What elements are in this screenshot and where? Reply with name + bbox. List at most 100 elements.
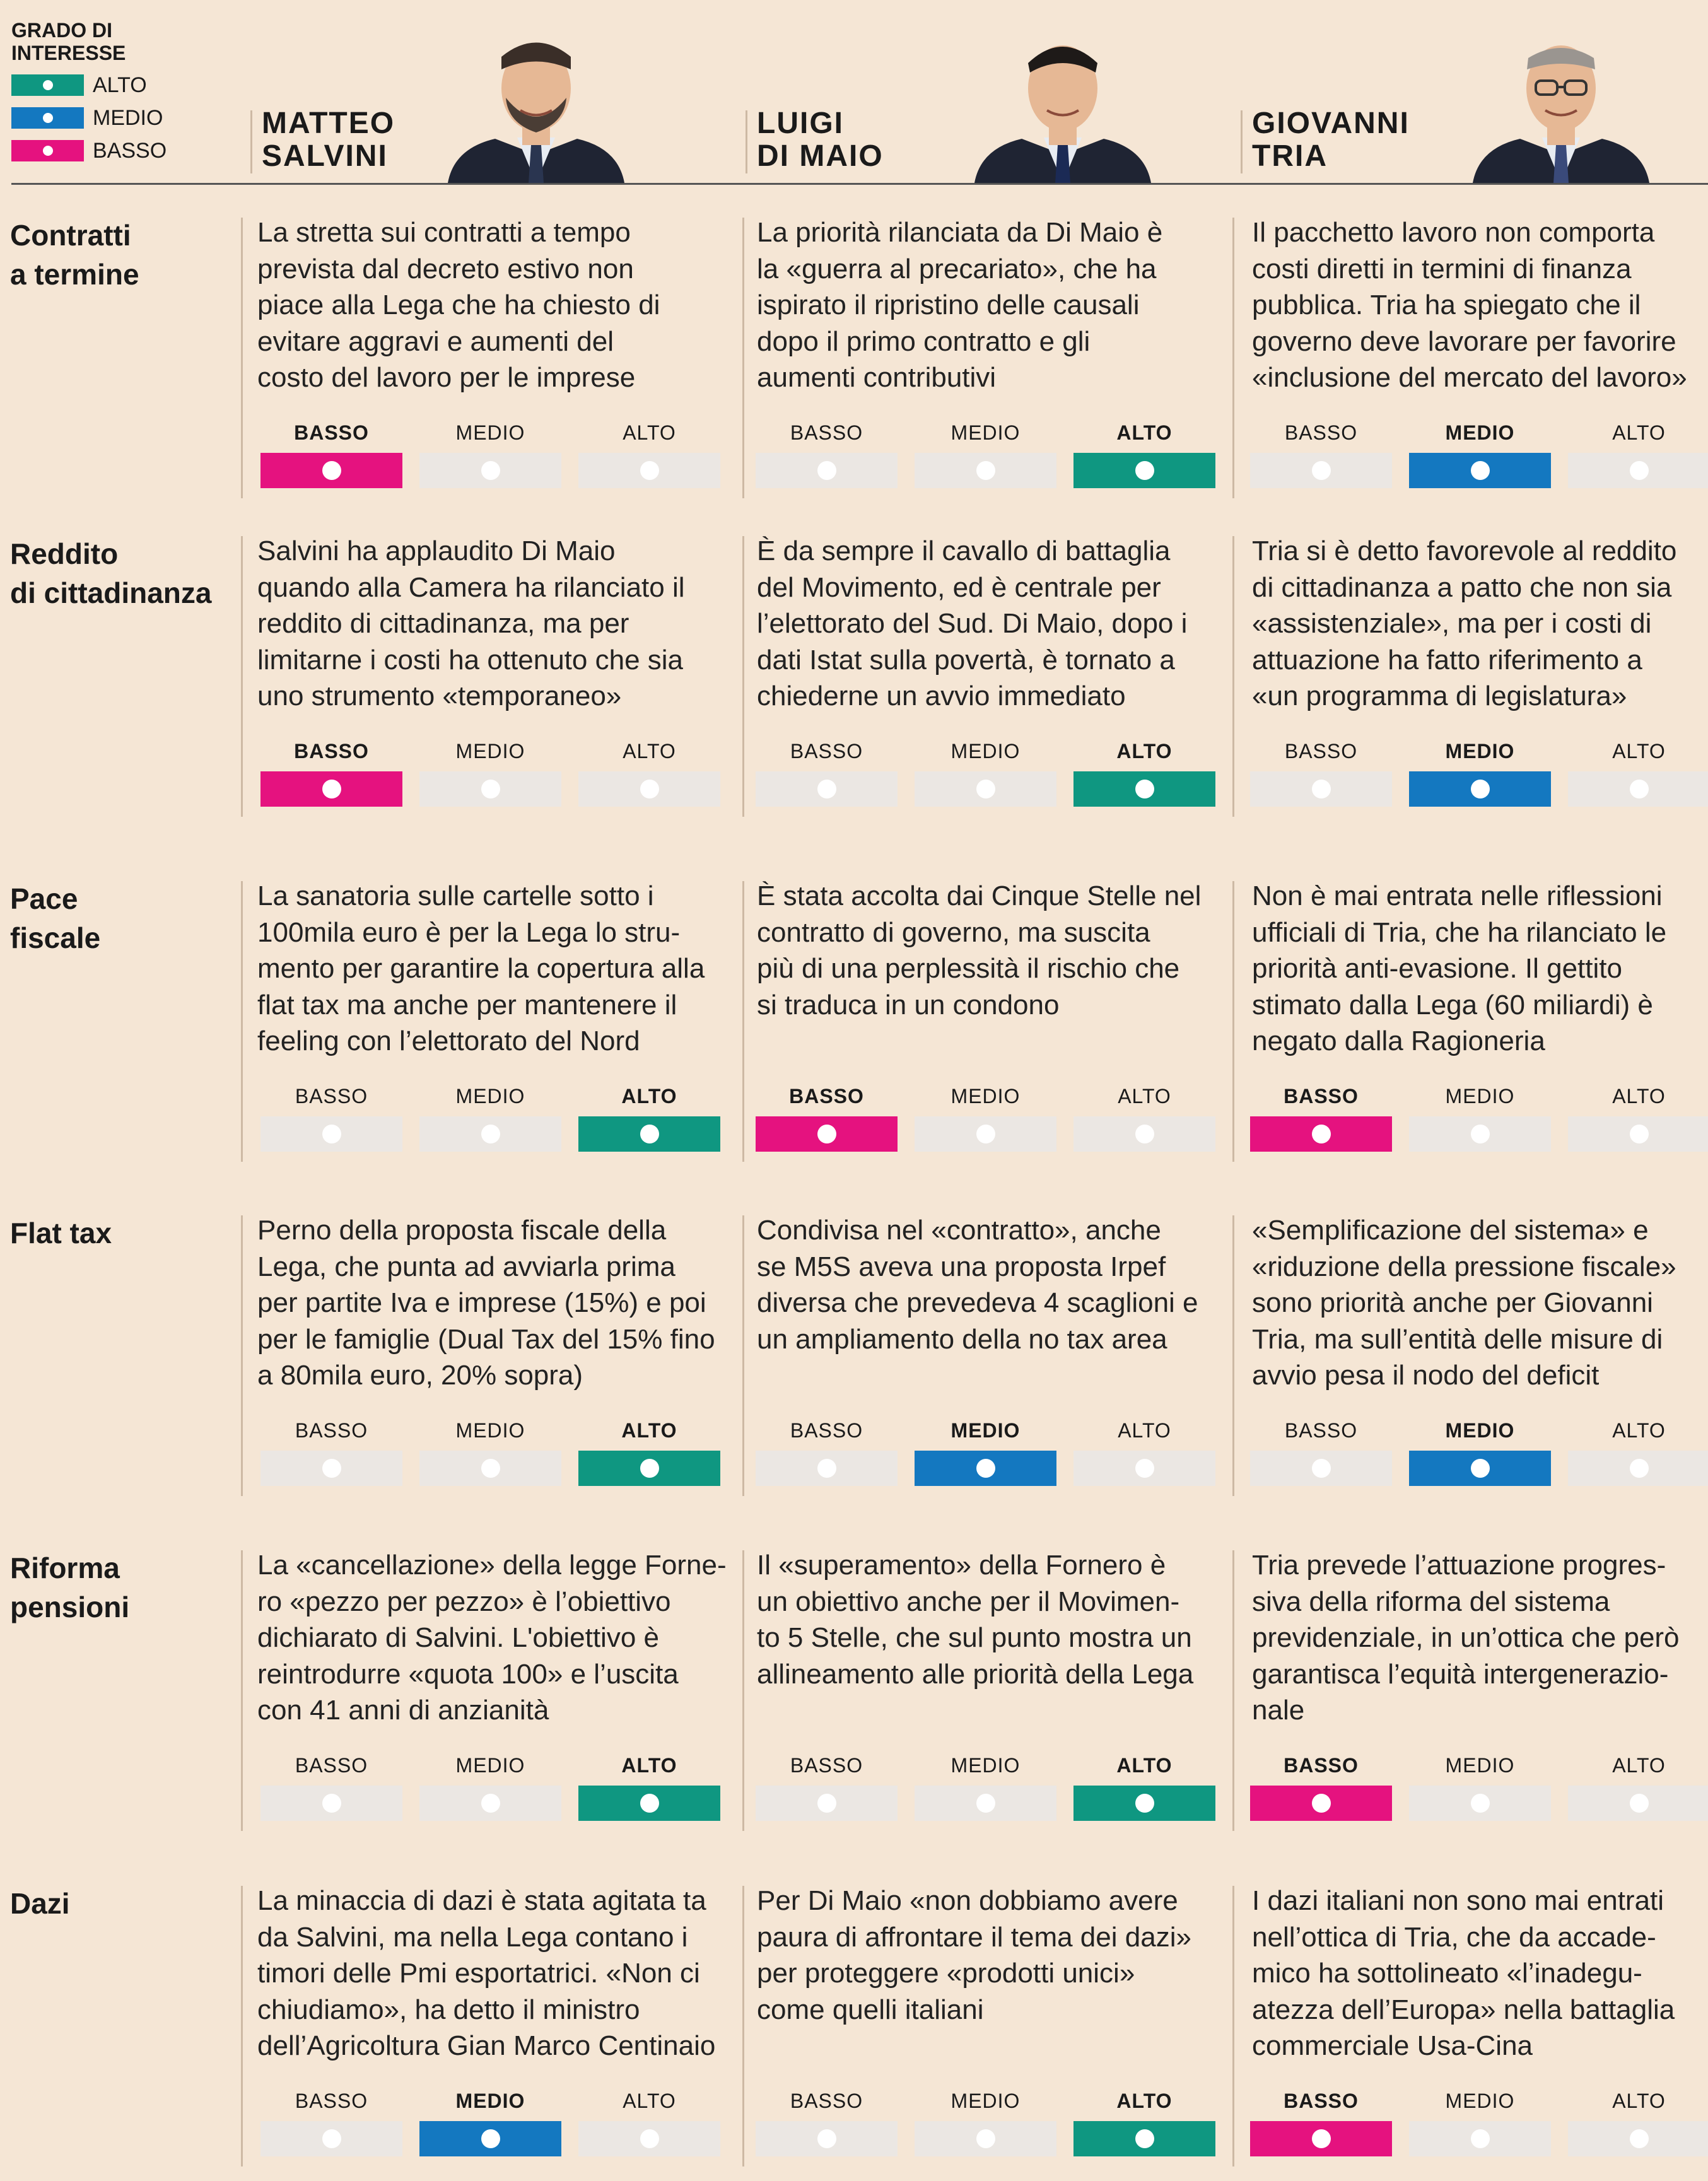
level-label-alto: ALTO bbox=[623, 421, 676, 444]
text-line: dichiarato di Salvini. L'obiettivo è bbox=[257, 1622, 659, 1653]
text-line: si traduca in un condono bbox=[757, 989, 1060, 1020]
text-line: ufficiali di Tria, che ha rilanciato le bbox=[1252, 916, 1667, 948]
text-line: nell’ottica di Tria, che da accade- bbox=[1252, 1921, 1656, 1953]
column-separator bbox=[742, 536, 744, 817]
column-separator bbox=[1232, 1215, 1234, 1496]
level-label-basso: BASSO bbox=[790, 2090, 863, 2112]
text-line: un ampliamento della no tax area bbox=[757, 1323, 1167, 1355]
salvini-portrait-icon bbox=[435, 19, 637, 2181]
level-bar-basso-active bbox=[756, 1116, 898, 1152]
level-label-alto: ALTO bbox=[1612, 1419, 1666, 1442]
level-bar-alto bbox=[1568, 771, 1708, 807]
dot-icon bbox=[42, 80, 53, 90]
dot-icon bbox=[322, 1794, 341, 1813]
level-label-alto: ALTO bbox=[1612, 740, 1666, 763]
topic-title: Reddito di cittadinanza bbox=[10, 537, 212, 609]
level-bar-medio bbox=[419, 1116, 561, 1152]
text-line: con 41 anni di anzianità bbox=[257, 1695, 549, 1726]
column-separator bbox=[241, 1550, 243, 1831]
text-line: attuazione ha fatto riferimento a bbox=[1252, 644, 1642, 675]
level-bar-basso bbox=[1250, 771, 1392, 807]
text-line: commerciale Usa-Cina bbox=[1252, 2030, 1533, 2061]
text-line: atezza dell’Europa» nella battaglia bbox=[1252, 1994, 1675, 2025]
level-bar-basso bbox=[756, 2121, 898, 2156]
person-header-0: MATTEO SALVINI bbox=[250, 0, 703, 183]
level-label-basso: BASSO bbox=[1284, 1419, 1358, 1442]
level-label-medio: MEDIO bbox=[1445, 740, 1515, 763]
text-line: I dazi italiani non sono mai entrati bbox=[1252, 1885, 1664, 1916]
text-line: dati Istat sulla povertà, è tornato a bbox=[757, 644, 1175, 675]
text-line: «inclusione del mercato del lavoro» bbox=[1252, 362, 1687, 393]
level-bar-basso bbox=[756, 453, 898, 488]
text-line: La minaccia di dazi è stata agitata ta bbox=[257, 1885, 706, 1916]
level-bar-medio bbox=[915, 2121, 1056, 2156]
text-line: nale bbox=[1252, 1695, 1305, 1726]
level-label-alto: ALTO bbox=[621, 1419, 677, 1442]
column-separator bbox=[742, 881, 744, 1162]
header-rule bbox=[11, 183, 1708, 185]
dot-icon bbox=[817, 1125, 836, 1143]
text-line: La priorità rilanciata da Di Maio è bbox=[757, 217, 1163, 248]
level-label-basso: BASSO bbox=[294, 421, 369, 444]
text-line: «un programma di legislatura» bbox=[1252, 681, 1627, 711]
topic-title: Contratti a termine bbox=[10, 219, 139, 291]
topic-title: Pace fiscale bbox=[10, 882, 101, 954]
dot-icon bbox=[976, 461, 995, 480]
level-bar-alto bbox=[578, 771, 720, 807]
level-label-basso: BASSO bbox=[790, 421, 863, 444]
level-label-basso: BASSO bbox=[790, 740, 863, 763]
dot-icon bbox=[1135, 1794, 1154, 1813]
header-divider bbox=[746, 110, 747, 173]
level-label-medio: MEDIO bbox=[1445, 1085, 1515, 1108]
di-maio-portrait-icon bbox=[962, 19, 1164, 2181]
dot-icon bbox=[640, 1459, 659, 1478]
legend-label: BASSO bbox=[93, 138, 167, 163]
dot-icon bbox=[1629, 1125, 1649, 1143]
text-line: ro «pezzo per pezzo» è l’obiettivo bbox=[257, 1586, 671, 1617]
text-line: aumenti contributivi bbox=[757, 362, 997, 393]
level-bar-basso bbox=[756, 1451, 898, 1486]
text-line: garantisca l’equità intergenerazio- bbox=[1252, 1658, 1669, 1690]
text-line: evitare aggravi e aumenti del bbox=[257, 325, 614, 357]
level-bar-basso-active bbox=[260, 771, 402, 807]
dot-icon bbox=[1311, 1125, 1331, 1143]
level-bar-alto bbox=[578, 2121, 720, 2156]
level-label-alto: ALTO bbox=[1116, 1754, 1173, 1777]
text-line: diversa che prevedeva 4 scaglioni e bbox=[757, 1287, 1198, 1318]
dot-icon bbox=[322, 461, 341, 480]
text-line: Salvini ha applaudito Di Maio bbox=[257, 535, 616, 566]
legend-item-basso: BASSO bbox=[11, 139, 201, 163]
level-bar-basso bbox=[260, 1451, 402, 1486]
legend-item-medio: MEDIO bbox=[11, 106, 201, 130]
entry-text: Condivisa nel «contratto», anche se M5S a… bbox=[757, 1212, 1224, 1357]
text-line: del Movimento, ed è centrale per bbox=[757, 571, 1161, 603]
level-bar-basso-active bbox=[1250, 2121, 1392, 2156]
dot-icon bbox=[976, 2129, 995, 2148]
dot-icon bbox=[1135, 2129, 1154, 2148]
column-separator bbox=[241, 218, 243, 498]
text-line: flat tax ma anche per mantenere il bbox=[257, 989, 677, 1020]
text-line: dopo il primo contratto e gli bbox=[757, 325, 1091, 357]
dot-icon bbox=[1311, 1794, 1331, 1813]
dot-icon bbox=[481, 461, 500, 480]
text-line: 100mila euro è per la Lega lo stru- bbox=[257, 916, 681, 948]
entry-text: La «cancellazione» della legge Forne-ro … bbox=[257, 1547, 727, 1729]
text-line: Tria prevede l’attuazione progres- bbox=[1252, 1550, 1666, 1581]
text-line: Tria, ma sull’entità delle misure di bbox=[1252, 1323, 1663, 1355]
dot-icon bbox=[1629, 2129, 1649, 2148]
entry-text: Perno della proposta fiscale della Lega, … bbox=[257, 1212, 724, 1394]
level-label-basso: BASSO bbox=[295, 1085, 368, 1108]
level-bar-basso-active bbox=[1250, 1116, 1392, 1152]
entry-text: «Semplificazione del sistema» e «riduzion… bbox=[1252, 1212, 1708, 1394]
level-bar-medio bbox=[419, 771, 561, 807]
level-label-medio: MEDIO bbox=[951, 2090, 1021, 2112]
dot-icon bbox=[1470, 780, 1490, 798]
entry-text: È da sempre il cavallo di battaglia del M… bbox=[757, 533, 1224, 715]
entry-text: La stretta sui contratti a tempo prevista… bbox=[257, 214, 724, 396]
dot-icon bbox=[1470, 1459, 1490, 1478]
level-label-alto: ALTO bbox=[621, 1754, 677, 1777]
dot-icon bbox=[1135, 1125, 1154, 1143]
text-line: da Salvini, ma nella Lega contano i bbox=[257, 1921, 688, 1953]
dot-icon bbox=[481, 1125, 500, 1143]
column-separator bbox=[241, 536, 243, 817]
